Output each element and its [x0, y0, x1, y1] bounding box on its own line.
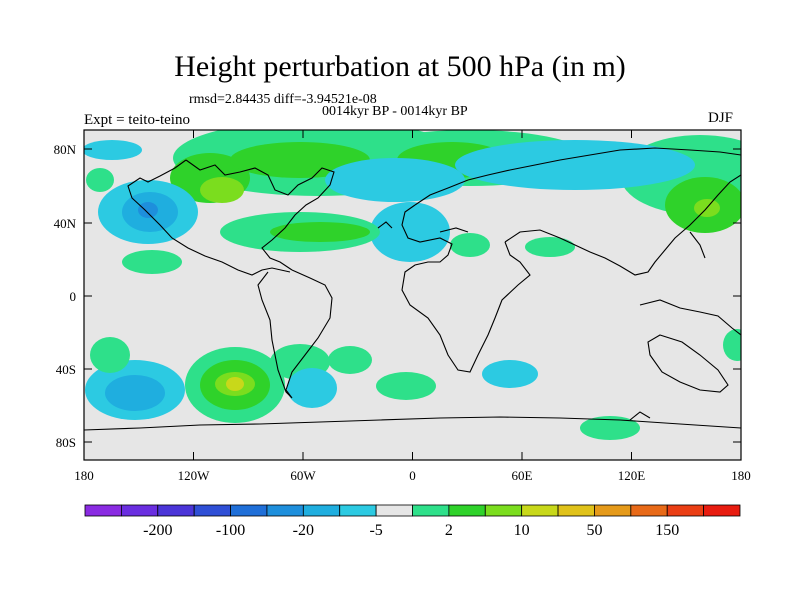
colorbar-label: 50 — [586, 522, 602, 539]
colorbar-swatch — [193, 504, 231, 517]
contour-region — [105, 375, 165, 411]
colorbar-swatch — [266, 504, 304, 517]
colorbar-swatch — [84, 504, 122, 517]
contour-region — [270, 222, 370, 242]
contour-region — [90, 337, 130, 373]
rmsd-label: rmsd= — [189, 92, 225, 107]
contour-region — [84, 140, 142, 160]
coastline — [401, 204, 531, 373]
contour-fills — [84, 130, 741, 440]
colorbar-swatch — [230, 504, 268, 517]
colorbar-swatch — [157, 504, 195, 517]
colorbar-label: -200 — [143, 522, 172, 539]
diff-label: diff= — [273, 92, 302, 107]
colorbar-swatch — [375, 504, 413, 517]
plot-title: Height perturbation at 500 hPa (in m) — [174, 50, 626, 83]
rmsd-value: 2.84435 — [224, 92, 271, 107]
coastline — [127, 159, 291, 276]
contour-region — [450, 233, 490, 257]
colorbar-label: -5 — [369, 522, 382, 539]
colorbar-swatch — [448, 504, 486, 517]
contour-region — [325, 158, 465, 202]
contour-region — [525, 237, 575, 257]
contour-region — [226, 377, 244, 391]
lon-tick-label: 60W — [290, 468, 316, 483]
coastline — [414, 147, 741, 206]
contour-region — [482, 360, 538, 388]
coastline — [629, 411, 651, 421]
colorbar-swatch — [339, 504, 377, 517]
contour-region — [287, 368, 337, 408]
contour-region — [455, 140, 695, 190]
contour-region — [723, 329, 741, 361]
season-label: DJF — [708, 110, 734, 126]
contour-region — [122, 250, 182, 274]
contour-region — [328, 346, 372, 374]
colorbar-swatch — [630, 504, 668, 517]
experiment-label: Expt = teito-teino — [84, 112, 190, 128]
coastline — [185, 159, 335, 271]
map-area — [84, 130, 741, 460]
contour-region — [580, 416, 640, 440]
diff-value: -3.94521e-08 — [301, 92, 377, 107]
contour-region — [370, 202, 450, 262]
colorbar-label: -100 — [216, 522, 245, 539]
lon-tick-label: 180 — [731, 468, 751, 483]
colorbar-label: 2 — [445, 522, 453, 539]
colorbar-swatch — [557, 504, 595, 517]
longitude-axis: 180 120W 60W 0 60E 120E 180 — [74, 130, 751, 483]
colorbar-label: -20 — [293, 522, 314, 539]
coastline — [257, 269, 333, 399]
latitude-axis: 80N 40N 0 40S 80S — [54, 142, 741, 450]
lat-tick-label: 80S — [56, 435, 76, 450]
contour-region — [200, 177, 244, 203]
colorbar-swatch — [302, 504, 341, 517]
coastline — [377, 221, 706, 259]
colorbar-label: 10 — [514, 522, 530, 539]
coastline — [84, 416, 741, 431]
colorbar-label: 150 — [655, 522, 679, 539]
colorbar-swatch — [484, 504, 523, 517]
colorbar-swatch — [521, 504, 559, 517]
case-label: 0014kyr BP - 0014kyr BP — [322, 104, 468, 119]
lat-tick-label: 0 — [70, 289, 77, 304]
contour-region — [138, 202, 158, 218]
contour-region — [376, 372, 436, 400]
coastline — [504, 174, 741, 276]
coastlines — [84, 147, 741, 431]
colorbar-swatch — [412, 504, 450, 517]
colorbar-swatch — [120, 504, 159, 517]
lon-tick-label: 60E — [512, 468, 533, 483]
lon-tick-label: 0 — [409, 468, 416, 483]
coastline — [639, 299, 741, 393]
colorbar-swatch — [594, 504, 632, 517]
lat-tick-label: 40N — [54, 216, 77, 231]
lat-tick-label: 80N — [54, 142, 77, 157]
lat-tick-label: 40S — [56, 362, 76, 377]
lon-tick-label: 120W — [178, 468, 211, 483]
lon-tick-label: 120E — [618, 468, 646, 483]
colorbar-swatch — [703, 504, 741, 517]
contour-region — [86, 168, 114, 192]
lon-tick-label: 180 — [74, 468, 94, 483]
stats-line: rmsd=2.84435 diff=-3.94521e-08 — [189, 92, 377, 108]
colorbar: -200 -100 -20 -5 2 10 50 150 — [84, 504, 741, 539]
colorbar-swatch — [666, 504, 705, 517]
